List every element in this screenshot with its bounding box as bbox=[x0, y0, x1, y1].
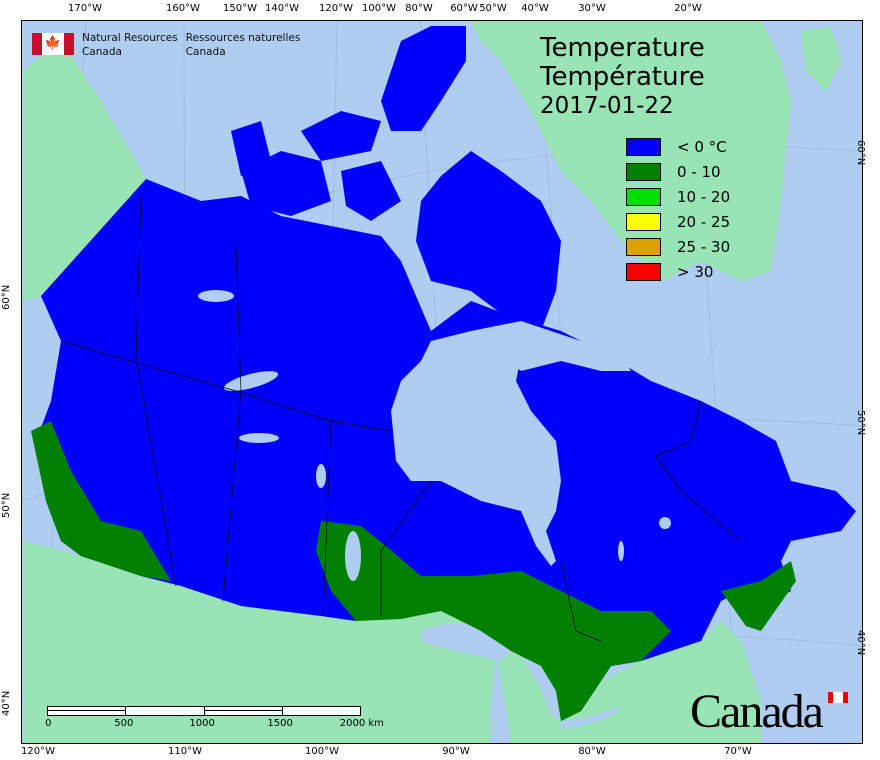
top-tick: 120°W bbox=[319, 3, 353, 14]
legend-item: 10 - 20 bbox=[626, 184, 730, 209]
legend-label: > 30 bbox=[677, 262, 714, 281]
alaska-land bbox=[23, 41, 146, 301]
bottom-tick: 100°W bbox=[305, 746, 339, 757]
left-tick: 50°N bbox=[1, 492, 12, 518]
bottom-tick: 70°W bbox=[724, 746, 752, 757]
scale-label: 500 bbox=[114, 718, 134, 729]
legend-label: 10 - 20 bbox=[677, 187, 731, 206]
top-tick: 60°W bbox=[450, 3, 478, 14]
top-tick: 80°W bbox=[405, 3, 433, 14]
scale-label: 2000 km bbox=[339, 718, 384, 729]
left-tick: 60°N bbox=[1, 284, 12, 310]
top-tick: 40°W bbox=[521, 3, 549, 14]
legend-swatch bbox=[626, 212, 661, 231]
map-title: Temperature Température 2017-01-22 bbox=[540, 34, 705, 121]
canada-wordmark: Canada bbox=[690, 684, 848, 739]
map-date: 2017-01-22 bbox=[540, 93, 674, 119]
legend-swatch bbox=[626, 137, 661, 156]
agency-country-en: Canada bbox=[82, 46, 122, 58]
nrcan-signature: 🍁 Natural Resources Canada Ressources nat… bbox=[32, 31, 300, 59]
title-en: Temperature bbox=[540, 33, 705, 63]
canada-zero-to-ten bbox=[31, 421, 796, 721]
province-borders bbox=[60, 195, 742, 642]
map-frame bbox=[21, 20, 863, 744]
bottom-tick: 90°W bbox=[442, 746, 470, 757]
legend-label: 20 - 25 bbox=[677, 212, 731, 231]
scale-bar: 0 500 1000 1500 2000 km bbox=[45, 706, 384, 729]
wordmark-text: Canada bbox=[690, 685, 824, 738]
usa-land bbox=[23, 541, 761, 743]
top-tick: 170°W bbox=[68, 3, 102, 14]
legend-label: < 0 °C bbox=[677, 137, 727, 156]
agency-name-en: Natural Resources bbox=[82, 32, 178, 44]
top-tick: 20°W bbox=[674, 3, 702, 14]
map-canvas bbox=[22, 21, 862, 743]
top-tick: 140°W bbox=[265, 3, 299, 14]
iceland-land bbox=[801, 26, 841, 91]
bottom-tick: 120°W bbox=[21, 746, 55, 757]
legend-item: 20 - 25 bbox=[626, 209, 730, 234]
scale-label: 0 bbox=[45, 718, 52, 729]
top-tick: 100°W bbox=[362, 3, 396, 14]
legend-swatch bbox=[626, 237, 661, 256]
legend-swatch bbox=[626, 262, 661, 281]
agency-country-fr: Canada bbox=[185, 46, 226, 58]
legend-label: 25 - 30 bbox=[677, 237, 731, 256]
top-tick: 160°W bbox=[166, 3, 200, 14]
bottom-tick: 80°W bbox=[578, 746, 606, 757]
scale-label: 1500 bbox=[267, 718, 293, 729]
scale-label: 1000 bbox=[189, 718, 215, 729]
right-tick: 50°N bbox=[855, 410, 866, 436]
right-tick: 60°N bbox=[855, 140, 866, 166]
lake-winnipeg bbox=[345, 531, 361, 581]
top-tick: 30°W bbox=[578, 3, 606, 14]
legend: < 0 °C 0 - 10 10 - 20 20 - 25 25 - 30 > … bbox=[626, 134, 730, 284]
left-tick: 40°N bbox=[1, 690, 12, 716]
wordmark-flag-icon bbox=[828, 692, 848, 703]
canada-flag-icon: 🍁 bbox=[32, 33, 74, 55]
hudson-bay bbox=[391, 331, 561, 566]
legend-swatch bbox=[626, 162, 661, 181]
legend-swatch bbox=[626, 187, 661, 206]
agency-name-fr: Ressources naturelles bbox=[185, 32, 301, 44]
legend-item: > 30 bbox=[626, 259, 730, 284]
title-fr: Température bbox=[540, 62, 705, 92]
top-tick: 50°W bbox=[479, 3, 507, 14]
top-tick: 150°W bbox=[223, 3, 257, 14]
legend-label: 0 - 10 bbox=[677, 162, 721, 181]
legend-item: 25 - 30 bbox=[626, 234, 730, 259]
right-tick: 40°N bbox=[855, 630, 866, 656]
legend-item: < 0 °C bbox=[626, 134, 730, 159]
legend-item: 0 - 10 bbox=[626, 159, 730, 184]
bottom-tick: 110°W bbox=[168, 746, 202, 757]
